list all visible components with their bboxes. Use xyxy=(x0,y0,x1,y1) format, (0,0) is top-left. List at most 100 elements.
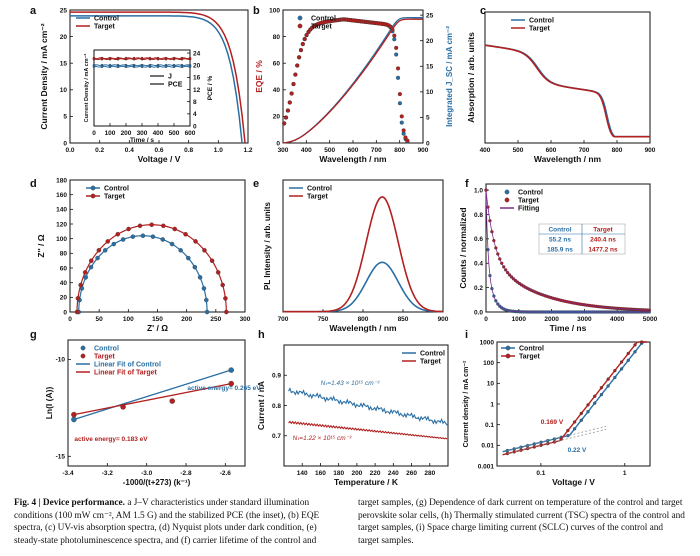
panel-b-right-ytick-label: 5 xyxy=(426,115,430,122)
panel-d-marker xyxy=(105,239,111,244)
panel-b-right-ytick-label: 15 xyxy=(426,64,434,71)
panel-h-xtick-label: 220 xyxy=(370,470,381,477)
panel-letter-a: a xyxy=(30,5,37,17)
panel-a-inset-marker xyxy=(100,65,104,69)
panel-g-marker xyxy=(71,411,77,418)
panel-d-ytick-label: 180 xyxy=(56,177,67,184)
panel-b-ytick-label: 100 xyxy=(269,7,280,14)
panel-i-ref-line xyxy=(507,428,607,454)
panel-a-inset-ytick-label: 24 xyxy=(193,50,201,57)
panel-b-ytick-label: 20 xyxy=(273,114,281,121)
panel-a-inset-xtick-label: 200 xyxy=(121,130,132,137)
panel-d-marker xyxy=(137,223,143,229)
panel-b-xtick-label: 800 xyxy=(394,147,405,154)
panel-a-inset-marker xyxy=(132,65,136,69)
panel-a-inset-ylabel: Current Density / mA cm⁻² xyxy=(83,53,90,122)
panel-e-xtick-label: 750 xyxy=(318,316,329,323)
panel-g-ytick-label: -15 xyxy=(56,454,66,461)
panel-d-ytick-label: 120 xyxy=(56,221,67,228)
panel-i-marker xyxy=(626,351,630,356)
panel-c-xtick-label: 700 xyxy=(579,147,590,154)
panel-h-legend-entry: Control xyxy=(420,351,445,358)
panel-d-marker xyxy=(193,239,198,244)
panel-i-marker xyxy=(599,392,604,397)
panel-h-annotation: Nₜ=1.22 × 10¹⁵ cm⁻³ xyxy=(293,435,352,442)
panel-h-xtick-label: 160 xyxy=(315,470,326,477)
panel-a-xtick-label: 1.0 xyxy=(214,147,223,154)
panel-a-inset-marker xyxy=(148,56,152,60)
panel-i-marker xyxy=(593,401,597,405)
panel-g-legend-swatch-marker xyxy=(80,353,86,359)
panel-i-marker xyxy=(539,443,543,447)
panel-a-inset-xtick-label: 100 xyxy=(105,130,116,137)
panel-h-xtick-label: 140 xyxy=(297,470,308,477)
panel-h-xtick-label: 180 xyxy=(333,470,344,477)
panel-a-inset-xtick-label: 400 xyxy=(153,130,164,137)
panel-a-inset-marker xyxy=(180,65,184,69)
panel-c-curve xyxy=(484,44,650,138)
panel-a-xtick-label: 1.2 xyxy=(243,147,252,154)
panel-d-marker xyxy=(186,255,191,261)
panel-f-table-cell: 1477.2 ns xyxy=(588,247,618,254)
panel-d-ytick-label: 140 xyxy=(56,207,67,214)
panel-i-marker xyxy=(626,358,630,362)
panel-d-marker xyxy=(149,222,154,227)
panel-d-xtick-label: 50 xyxy=(96,316,104,323)
panel-i-ytick-label: 0.001 xyxy=(478,463,495,470)
panel-a-inset-marker xyxy=(172,56,176,60)
panel-c-legend-entry: Target xyxy=(529,26,551,33)
panel-b-eqe-marker xyxy=(282,121,287,126)
panel-a-inset-marker xyxy=(164,56,168,60)
panel-c-xlabel: Wavelength / nm xyxy=(534,154,602,164)
panel-b-right-ytick-label: 10 xyxy=(426,89,434,96)
panel-i-marker xyxy=(566,428,570,433)
panel-g-xtick-label: -3.0 xyxy=(141,470,153,477)
panel-b-xtick-label: 700 xyxy=(371,147,382,154)
panel-g-xtick-label: -2.6 xyxy=(220,470,232,477)
caption-right: target samples, (g) Dependence of dark c… xyxy=(358,498,685,546)
panel-g-marker xyxy=(169,398,175,404)
panel-d-marker xyxy=(204,309,210,315)
panel-f-ytick-label: 1.0 xyxy=(474,187,483,194)
panel-a-inset-marker xyxy=(124,65,128,69)
panel-b-eqe-marker xyxy=(287,100,292,105)
panel-i-annotation: 0.169 V xyxy=(541,419,564,426)
panel-b-ytick-label: 0 xyxy=(276,140,280,147)
panel-i-legend-entry: Target xyxy=(519,354,541,361)
panel-c-ylabel: Absorption / arb. units xyxy=(466,32,476,123)
panel-h-curve-target xyxy=(288,420,448,440)
panel-d-marker xyxy=(201,286,207,291)
panel-b-eqe-marker xyxy=(302,37,307,42)
panel-d-marker xyxy=(150,234,156,239)
panel-d-marker xyxy=(204,297,209,303)
panel-f-legend-swatch-marker xyxy=(504,197,510,203)
panel-c-xtick-label: 800 xyxy=(612,147,623,154)
caption-left-text: a J–V characteristics under standard ill… xyxy=(14,498,320,546)
panel-d-marker xyxy=(111,241,117,247)
panel-g-ylabel: Ln(I (A)) xyxy=(44,387,54,420)
panel-d-marker xyxy=(82,270,88,275)
panel-h-xtick-label: 200 xyxy=(351,470,362,477)
panel-f-xlabel: Time / ns xyxy=(550,323,587,333)
panel-e-ylabel: PL Intensity / arb. units xyxy=(263,202,272,290)
panel-i-xtick-label: 0.1 xyxy=(536,470,545,477)
panel-a-legend-entry: Control xyxy=(94,16,119,23)
panel-a-inset-marker xyxy=(148,65,152,69)
panel-h-ytick-label: 0.8 xyxy=(272,403,281,410)
panel-d-ytick-label: 100 xyxy=(56,236,67,243)
panel-b-eqe-marker xyxy=(405,138,410,143)
panel-i-ytick-label: 1000 xyxy=(480,339,495,346)
panel-i-legend-entry: Control xyxy=(519,346,544,353)
panel-f-ytick-label: 0.8 xyxy=(474,212,483,219)
panel-b-eqe-marker xyxy=(283,115,289,120)
panel-h-curve-control xyxy=(288,387,448,426)
panel-b-xtick-label: 600 xyxy=(348,147,359,154)
panel-b-eqe-marker xyxy=(388,24,393,29)
panel-g-legend-entry: Linear Fit of Control xyxy=(94,362,161,369)
panel-a-inset-legend-entry: J xyxy=(168,74,172,81)
panel-g-frame xyxy=(67,339,246,467)
panel-b-eqe-marker xyxy=(395,66,401,71)
panel-f-table-cell: 240.4 ns xyxy=(590,237,616,244)
panel-d-xlabel: Z' / Ω xyxy=(147,323,168,333)
panel-g-marker xyxy=(71,416,77,423)
